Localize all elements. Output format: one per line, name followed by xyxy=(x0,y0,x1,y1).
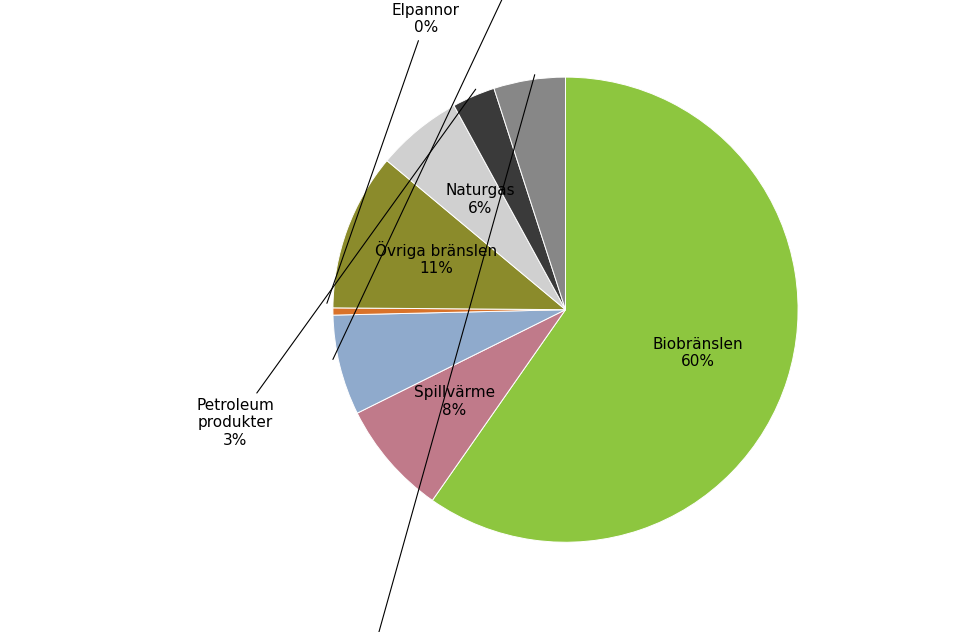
Text: Värmepumpar
7%: Värmepumpar 7% xyxy=(332,0,573,360)
Wedge shape xyxy=(387,106,566,310)
Wedge shape xyxy=(332,161,566,310)
Text: Elpannor
0%: Elpannor 0% xyxy=(327,3,460,303)
Text: Petroleum
produkter
3%: Petroleum produkter 3% xyxy=(196,89,476,448)
Text: Övriga bränslen
11%: Övriga bränslen 11% xyxy=(374,241,497,276)
Wedge shape xyxy=(357,310,566,501)
Wedge shape xyxy=(432,77,799,542)
Text: Kol inkl. koks- och
masugnsgas
5%: Kol inkl. koks- och masugnsgas 5% xyxy=(299,75,534,632)
Wedge shape xyxy=(333,310,566,413)
Text: Biobränslen
60%: Biobränslen 60% xyxy=(653,337,744,369)
Text: Naturgas
6%: Naturgas 6% xyxy=(446,183,515,216)
Wedge shape xyxy=(494,77,566,310)
Wedge shape xyxy=(332,308,566,315)
Wedge shape xyxy=(454,88,566,310)
Text: Spillvärme
8%: Spillvärme 8% xyxy=(413,386,495,418)
